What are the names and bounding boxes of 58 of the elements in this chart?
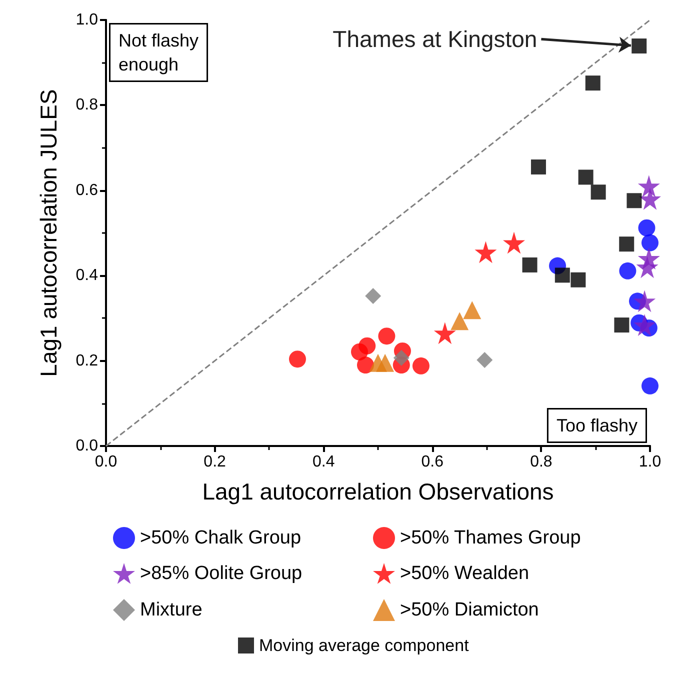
legend-label: >85% Oolite Group bbox=[140, 562, 302, 584]
point bbox=[614, 318, 630, 333]
point bbox=[570, 272, 586, 288]
point bbox=[376, 354, 394, 372]
point bbox=[590, 184, 606, 200]
point bbox=[632, 38, 647, 54]
y-tick-label: 0.6 bbox=[76, 182, 98, 199]
annotation: Thames at Kingston bbox=[332, 26, 538, 52]
point bbox=[463, 301, 482, 320]
point bbox=[434, 322, 456, 344]
point bbox=[365, 288, 382, 304]
point bbox=[503, 232, 525, 254]
legend-label: >50% Thames Group bbox=[400, 528, 581, 548]
point bbox=[357, 356, 374, 374]
point bbox=[412, 357, 430, 374]
point bbox=[619, 262, 636, 280]
point bbox=[474, 241, 497, 264]
x-tick-label: 0.6 bbox=[421, 454, 444, 470]
x-tick-label: 0.8 bbox=[530, 454, 552, 470]
point bbox=[522, 257, 538, 272]
point bbox=[642, 377, 658, 394]
x-axis-title: Lag1 autocorrelation Observations bbox=[202, 478, 554, 504]
point bbox=[530, 159, 546, 174]
point bbox=[638, 175, 660, 198]
legend-label: >50% Diamicton bbox=[400, 600, 539, 620]
point bbox=[636, 256, 658, 278]
point bbox=[638, 219, 656, 236]
point bbox=[585, 76, 600, 91]
point bbox=[554, 268, 570, 283]
y-tick-label: 0.8 bbox=[76, 96, 98, 114]
legend-label: >50% Chalk Group bbox=[140, 528, 302, 548]
y-tick-label: 0.4 bbox=[76, 267, 98, 284]
x-tick-label: 1.0 bbox=[638, 454, 662, 470]
legend-label: >50% Wealden bbox=[400, 562, 530, 584]
point bbox=[619, 236, 634, 252]
legend-label: Mixture bbox=[140, 600, 202, 620]
y-tick-label: 0.0 bbox=[76, 438, 98, 454]
point bbox=[450, 312, 469, 330]
point bbox=[626, 193, 642, 208]
x-tick-label: 0.0 bbox=[94, 454, 118, 470]
point bbox=[378, 328, 396, 345]
point bbox=[578, 170, 594, 185]
annotation: Too flashy bbox=[556, 416, 638, 436]
x-tick-label: 0.4 bbox=[312, 454, 335, 470]
point bbox=[639, 188, 661, 210]
point bbox=[634, 290, 656, 312]
point bbox=[289, 350, 306, 368]
y-axis-title: Lag1 autocorrelation JULES bbox=[36, 89, 62, 377]
point bbox=[642, 234, 658, 252]
point bbox=[476, 352, 493, 368]
legend-label: Moving average component bbox=[259, 636, 470, 655]
y-tick-label: 1.0 bbox=[76, 12, 98, 28]
y-tick-label: 0.2 bbox=[76, 352, 98, 370]
point bbox=[358, 337, 376, 354]
point bbox=[634, 314, 656, 336]
x-tick-label: 0.2 bbox=[204, 454, 226, 470]
point bbox=[393, 350, 410, 366]
annotation: Not flashy enough bbox=[118, 30, 199, 74]
